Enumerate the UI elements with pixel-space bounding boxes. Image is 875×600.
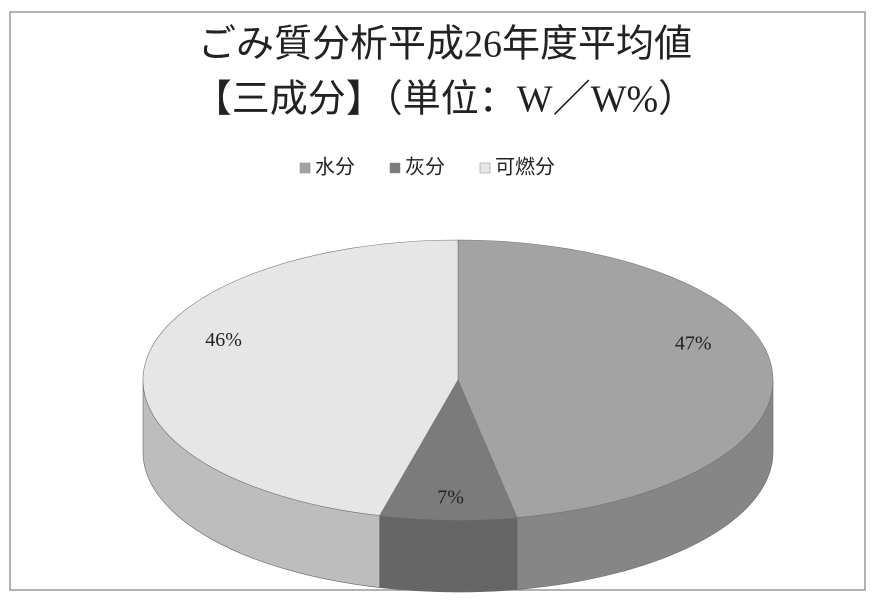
pie-slice: [142, 239, 459, 516]
legend-label: 灰分: [405, 155, 445, 179]
legend-swatch: [299, 162, 311, 174]
pie-slice: [457, 239, 774, 518]
chart-title: ごみ質分析平成26年度平均値: [198, 24, 692, 66]
pie-slice: [379, 379, 518, 521]
data-label: 7%: [437, 487, 464, 509]
legend-label: 水分: [315, 155, 355, 179]
chart-subtitle: 【三成分】（単位：W／W%）: [194, 79, 696, 121]
legend-label: 可燃分: [495, 155, 555, 179]
data-label: 46%: [205, 329, 242, 351]
legend-swatch: [479, 162, 491, 174]
legend-swatch: [389, 162, 401, 174]
pie-side: [379, 515, 518, 593]
data-label: 47%: [675, 332, 712, 354]
